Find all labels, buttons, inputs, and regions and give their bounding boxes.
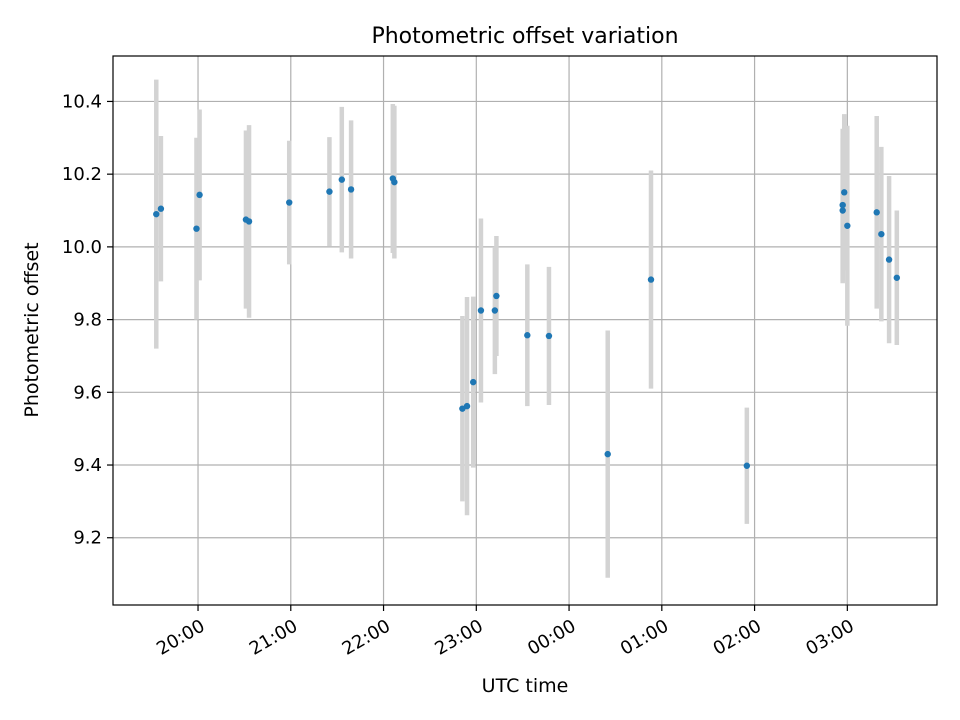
data-point <box>153 210 160 218</box>
data-point <box>470 378 477 386</box>
data-point <box>493 292 500 300</box>
y-axis-ticks: 9.2 9.4 9.6 9.8 10.0 10.2 10.4 <box>62 91 113 549</box>
data-point <box>193 225 200 232</box>
data-point <box>743 462 751 469</box>
data-point <box>326 188 333 195</box>
data-point <box>839 201 846 209</box>
data-point <box>604 450 611 458</box>
data-point <box>391 178 398 186</box>
y-tick-label: 9.2 <box>73 528 102 549</box>
data-point <box>463 402 471 410</box>
data-point <box>841 189 848 196</box>
data-point <box>491 307 499 314</box>
y-axis-label: Photometric offset <box>21 242 43 417</box>
x-axis-label: UTC time <box>482 675 569 697</box>
data-point <box>873 209 880 216</box>
data-point <box>157 205 165 212</box>
y-tick-label: 10.4 <box>62 91 102 112</box>
data-point <box>844 222 851 229</box>
y-tick-label: 10.0 <box>62 237 102 258</box>
data-point <box>245 218 253 225</box>
y-tick-label: 9.4 <box>73 455 102 476</box>
data-point <box>893 274 901 281</box>
data-point <box>196 191 203 199</box>
y-tick-label: 9.8 <box>73 310 102 331</box>
chart-title: Photometric offset variation <box>371 24 678 49</box>
data-point <box>885 256 893 263</box>
data-point <box>545 332 553 340</box>
y-tick-label: 10.2 <box>62 164 102 185</box>
data-point <box>878 230 885 238</box>
data-point <box>647 276 655 283</box>
data-point <box>347 186 355 193</box>
data-point <box>839 207 846 214</box>
data-point <box>286 199 293 206</box>
y-tick-label: 9.6 <box>73 382 102 403</box>
data-point <box>477 307 485 314</box>
data-point <box>524 332 531 339</box>
data-points <box>153 175 901 469</box>
data-point <box>338 176 346 183</box>
plot-frame <box>112 55 938 606</box>
